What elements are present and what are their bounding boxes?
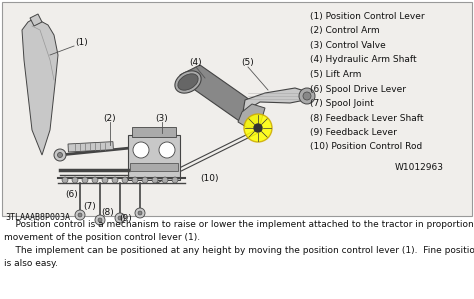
Circle shape (82, 177, 88, 183)
Circle shape (98, 218, 102, 222)
Bar (68, 142, 113, 152)
Text: (6): (6) (65, 190, 78, 199)
Text: is also easy.: is also easy. (4, 259, 58, 268)
Polygon shape (243, 88, 308, 112)
Circle shape (299, 88, 315, 104)
Circle shape (162, 177, 168, 183)
Circle shape (95, 215, 105, 225)
Text: Position control is a mechanism to raise or lower the implement attached to the : Position control is a mechanism to raise… (4, 220, 474, 229)
Circle shape (54, 149, 66, 161)
Bar (130, 163, 178, 171)
Text: (8) Feedback Lever Shaft: (8) Feedback Lever Shaft (310, 114, 423, 123)
Circle shape (159, 142, 175, 158)
Circle shape (122, 177, 128, 183)
Text: (2) Control Arm: (2) Control Arm (310, 27, 380, 36)
Text: (1) Position Control Lever: (1) Position Control Lever (310, 12, 425, 21)
Text: (5): (5) (242, 57, 255, 66)
Ellipse shape (175, 71, 201, 93)
Polygon shape (238, 104, 265, 128)
Text: W1012963: W1012963 (395, 163, 444, 172)
Circle shape (132, 177, 138, 183)
Circle shape (118, 216, 122, 220)
Circle shape (303, 92, 311, 100)
Text: (2): (2) (104, 114, 116, 123)
Text: (10): (10) (201, 173, 219, 182)
Text: The implement can be positioned at any height by moving the position control lev: The implement can be positioned at any h… (4, 246, 474, 255)
Text: 3TLAAAB8P003A: 3TLAAAB8P003A (5, 213, 70, 222)
Text: (1): (1) (76, 37, 88, 47)
Text: (8): (8) (101, 208, 114, 216)
Text: (6) Spool Drive Lever: (6) Spool Drive Lever (310, 85, 406, 94)
Text: (10) Position Control Rod: (10) Position Control Rod (310, 143, 422, 152)
Polygon shape (22, 18, 58, 155)
Polygon shape (180, 65, 260, 125)
Circle shape (254, 124, 262, 132)
Circle shape (75, 210, 85, 220)
Circle shape (138, 211, 142, 215)
Text: movement of the position control lever (1).: movement of the position control lever (… (4, 233, 200, 242)
Circle shape (72, 177, 78, 183)
Circle shape (102, 177, 108, 183)
Text: (5) Lift Arm: (5) Lift Arm (310, 70, 361, 79)
Text: (4): (4) (190, 57, 202, 66)
Text: (3): (3) (155, 114, 168, 123)
Circle shape (142, 177, 148, 183)
Circle shape (92, 177, 98, 183)
Circle shape (78, 213, 82, 217)
Circle shape (57, 152, 63, 158)
Bar (2, 2, 472, 216)
Circle shape (115, 213, 125, 223)
Circle shape (135, 208, 145, 218)
Circle shape (244, 114, 272, 142)
Circle shape (152, 177, 158, 183)
Circle shape (62, 177, 68, 183)
Bar (132, 127, 176, 137)
Text: (9) Feedback Lever: (9) Feedback Lever (310, 128, 397, 137)
Circle shape (112, 177, 118, 183)
Text: (7): (7) (83, 202, 96, 210)
Circle shape (172, 177, 178, 183)
Bar (128, 135, 180, 180)
Ellipse shape (178, 74, 198, 90)
Text: (7) Spool Joint: (7) Spool Joint (310, 99, 374, 108)
Text: (3) Control Valve: (3) Control Valve (310, 41, 386, 50)
Polygon shape (30, 14, 42, 26)
Text: (4) Hydraulic Arm Shaft: (4) Hydraulic Arm Shaft (310, 56, 417, 65)
Text: (9): (9) (119, 213, 132, 222)
Circle shape (133, 142, 149, 158)
